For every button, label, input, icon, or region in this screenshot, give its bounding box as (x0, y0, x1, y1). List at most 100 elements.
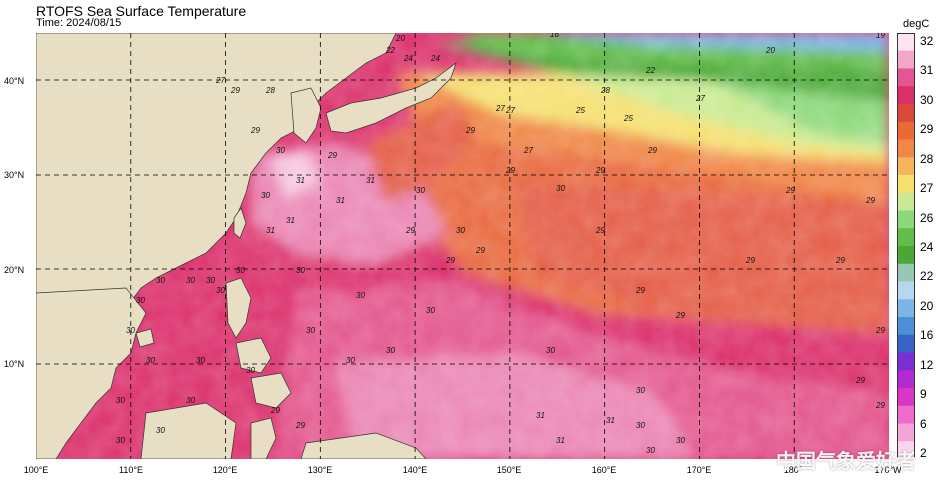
contour-label: 20 (765, 46, 775, 55)
map-time: Time: 2024/08/15 (36, 17, 122, 29)
contour-label: 27 (695, 94, 705, 103)
land-indochina (36, 287, 147, 459)
colorbar-segment (897, 317, 915, 336)
watermark: 中国气象爱好者 (776, 451, 916, 473)
contour-label: 29 (785, 186, 795, 195)
colorbar-segment (897, 441, 915, 460)
contour-label: 30 (156, 276, 165, 285)
colorbar-segment (897, 370, 915, 389)
lon-tick-130e: 130°E (307, 465, 333, 475)
lon-tick-180: 180° (783, 465, 803, 475)
contour-label: 30 (116, 436, 125, 445)
colorbar-label: 6 (920, 416, 927, 431)
contour-label: 29 (595, 166, 605, 175)
contour-label: 31 (336, 196, 345, 205)
colorbar-segment (897, 86, 915, 105)
contour-label: 29 (675, 311, 685, 320)
contour-label: 25 (623, 114, 633, 123)
land-borneo (140, 402, 237, 459)
contour-label: 30 (386, 346, 395, 355)
contour-label: 30 (186, 396, 195, 405)
contour-label: 30 (636, 421, 645, 430)
colorbar-label: 20 (920, 298, 934, 313)
land-masses (36, 33, 457, 459)
contour-label: 27 (505, 106, 515, 115)
contour-label: 20 (395, 34, 405, 43)
colorbar-segment (897, 139, 915, 158)
colorbar-segment (897, 157, 915, 176)
contour-label: 31 (266, 226, 275, 235)
contour-label: 29 (295, 421, 305, 430)
colorbar-segment (897, 281, 915, 300)
land-newguinea (300, 432, 427, 459)
colorbar-label: 22 (920, 269, 934, 284)
contour-label: 30 (676, 436, 685, 445)
contour-label: 30 (556, 184, 565, 193)
contour-label: 31 (286, 216, 295, 225)
contour-label: 29 (875, 326, 885, 335)
contour-label: 30 (126, 326, 135, 335)
contour-label: 30 (546, 346, 555, 355)
contour-label: 22 (645, 66, 655, 75)
colorbar-segment (897, 192, 915, 211)
contour-label: 31 (606, 416, 615, 425)
colorbar-label: 26 (920, 210, 934, 225)
land-sulawesi (250, 417, 277, 459)
contour-label: 25 (575, 106, 585, 115)
contour-label: 30 (646, 446, 655, 455)
colorbar (897, 33, 915, 460)
contour-label: 29 (595, 226, 605, 235)
contour-label: 31 (556, 436, 565, 445)
colorbar-segment (897, 121, 915, 140)
colorbar-segment (897, 423, 915, 442)
colorbar-label: 28 (920, 151, 934, 166)
contour-label: 30 (426, 306, 435, 315)
colorbar-label: 16 (920, 328, 934, 343)
contour-label: 29 (250, 126, 260, 135)
contour-label: 30 (306, 326, 315, 335)
colorbar-segment (897, 228, 915, 247)
contour-label: 31 (536, 411, 545, 420)
contour-label: 30 (156, 426, 165, 435)
colorbar-segment (897, 210, 915, 229)
contour-label: 30 (196, 356, 205, 365)
contour-label: 16 (550, 33, 559, 39)
contour-label: 24 (430, 54, 440, 63)
sst-map[interactable]: 20 22 24 24 25 28 22 20 25 27 27 30 27 29 29 27 29 29 29 29… (36, 33, 889, 459)
contour-label: 29 (835, 256, 845, 265)
colorbar-segment (897, 246, 915, 265)
colorbar-label: 2 (920, 446, 927, 460)
land-japan (325, 62, 457, 134)
map-title: RTOFS Sea Surface Temperature (36, 3, 247, 19)
contour-label: 29 (327, 151, 337, 160)
contour-label: 30 (636, 386, 645, 395)
colorbar-unit: degC (903, 18, 930, 30)
contour-label: 29 (445, 256, 455, 265)
contour-label: 29 (635, 286, 645, 295)
colorbar-segment (897, 33, 915, 52)
contour-label: 30 (261, 191, 270, 200)
colorbar-label: 29 (920, 122, 934, 137)
contour-label: 28 (600, 86, 610, 95)
land-hainan (135, 328, 155, 348)
colorbar-segment (897, 263, 915, 282)
colorbar-segment (897, 334, 915, 353)
colorbar-segment (897, 68, 915, 87)
land-mindanao (250, 372, 292, 409)
contour-label: 30 (206, 276, 215, 285)
graticule (36, 33, 889, 459)
lat-tick-10: 10°N (4, 359, 25, 369)
contour-label: 30 (416, 186, 425, 195)
land-taiwan (233, 207, 247, 239)
colorbar-segment (897, 405, 915, 424)
contour-label: 30 (236, 266, 245, 275)
contour-label: 30 (146, 356, 155, 365)
lat-tick-40: 40°N (4, 76, 25, 86)
contour-label: 27 (495, 104, 505, 113)
colorbar-segment (897, 299, 915, 318)
contour-label: 30 (456, 226, 465, 235)
colorbar-label: 31 (920, 63, 934, 78)
colorbar-segment (897, 352, 915, 371)
contour-label: 29 (865, 196, 875, 205)
